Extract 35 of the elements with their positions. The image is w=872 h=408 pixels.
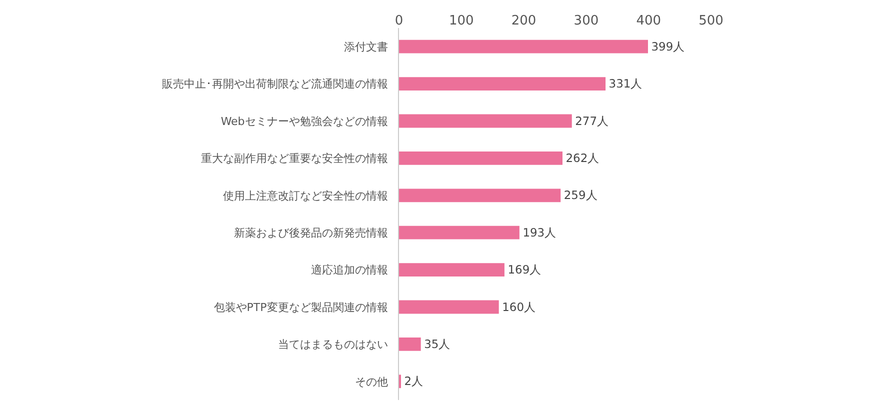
x-tick-label: 300 <box>574 13 599 28</box>
y-tick-label: 重大な副作用など重要な安全性の情報 <box>200 152 388 166</box>
x-tick-label: 500 <box>698 13 724 28</box>
y-tick-label: 新薬および後発品の新発売情報 <box>234 226 388 240</box>
data-label: 2人 <box>404 374 423 388</box>
x-tick-label: 400 <box>636 13 662 28</box>
y-tick-label: 添付文書 <box>344 40 388 54</box>
y-tick-label: 使用上注意改訂など安全性の情報 <box>222 189 388 202</box>
bar <box>399 152 562 165</box>
y-tick-label: 適応追加の情報 <box>310 264 388 277</box>
y-tick-label: その他 <box>354 375 388 388</box>
x-tick-label: 0 <box>394 13 404 28</box>
bar <box>399 77 606 90</box>
bar <box>399 338 421 351</box>
data-label: 399人 <box>651 39 684 54</box>
x-tick-label: 100 <box>448 13 474 28</box>
bar <box>399 40 648 54</box>
data-label: 262人 <box>566 151 599 166</box>
y-tick-label: 包装やPTP変更など製品関連の情報 <box>214 300 388 314</box>
data-label: 193人 <box>522 225 556 240</box>
data-label: 259人 <box>564 188 597 202</box>
y-tick-label: 当てはまるものはない <box>278 338 388 352</box>
data-label: 35人 <box>424 337 450 352</box>
x-tick-label: 200 <box>511 13 536 28</box>
bar <box>399 114 572 128</box>
y-tick-label: 販売中止･再開や出荷制限など流通関連の情報 <box>162 78 388 91</box>
bar <box>399 300 499 314</box>
bar <box>399 263 504 276</box>
data-label: 277人 <box>575 114 608 128</box>
bar <box>399 226 520 240</box>
y-tick-label: Webセミナーや勉強会などの情報 <box>220 114 388 128</box>
data-label: 160人 <box>502 300 535 314</box>
bar <box>399 188 561 202</box>
data-label: 169人 <box>508 262 541 277</box>
data-label: 331人 <box>608 76 642 91</box>
